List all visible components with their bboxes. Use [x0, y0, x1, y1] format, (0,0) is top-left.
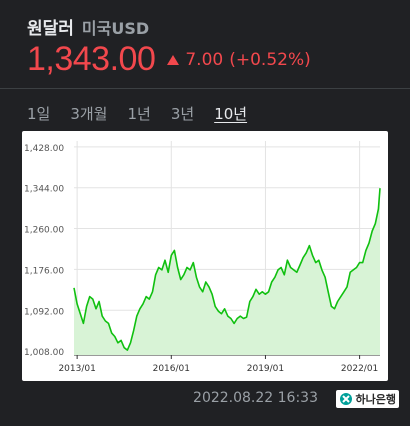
header: 원달러 미국USD — [27, 14, 149, 39]
y-tick-label: 1,428.00 — [24, 144, 64, 154]
x-tick-label: 2016/01 — [153, 364, 190, 374]
y-tick-label: 1,008.00 — [24, 348, 64, 358]
tab-1y[interactable]: 1년 — [127, 105, 151, 123]
tab-3m[interactable]: 3개월 — [70, 105, 108, 123]
currency-subtitle: 미국USD — [81, 19, 150, 38]
tab-3y[interactable]: 3년 — [170, 105, 195, 123]
divider — [0, 88, 410, 89]
y-tick-label: 1,176.00 — [24, 266, 64, 276]
x-tick-label: 2022/01 — [341, 364, 378, 374]
x-tick-label: 2013/01 — [58, 364, 95, 374]
current-price: 1,343.00 — [27, 40, 156, 78]
price-change: 7.00 (+0.52%) — [167, 49, 311, 70]
change-value: 7.00 — [185, 49, 224, 70]
source-badge: 하나은행 — [335, 390, 399, 408]
footer: 2022.08.22 16:33 하나은행 — [0, 388, 410, 410]
price-chart: 1,008.00 1,092.00 1,176.00 1,260.00 1,344.00… — [22, 131, 388, 381]
timestamp: 2022.08.22 16:33 — [193, 390, 318, 406]
up-arrow-icon — [167, 54, 180, 65]
y-tick-label: 1,260.00 — [24, 226, 64, 236]
source-name: 하나은행 — [355, 393, 396, 406]
series-line — [73, 188, 381, 351]
x-tick-label: 2019/01 — [247, 364, 284, 374]
period-tabs: 1일 3개월 1년 3년 10년 — [27, 103, 247, 124]
series-area — [74, 188, 380, 355]
quote: 1,343.00 7.00 (+0.52%) — [27, 40, 311, 79]
bank-logo-icon — [339, 393, 352, 405]
tab-10y[interactable]: 10년 — [214, 105, 248, 123]
page-title: 원달러 — [27, 19, 74, 39]
y-tick-label: 1,344.00 — [24, 185, 64, 195]
change-percent: (+0.52%) — [229, 49, 311, 70]
tab-1d[interactable]: 1일 — [27, 105, 51, 123]
y-tick-label: 1,092.00 — [24, 307, 64, 317]
